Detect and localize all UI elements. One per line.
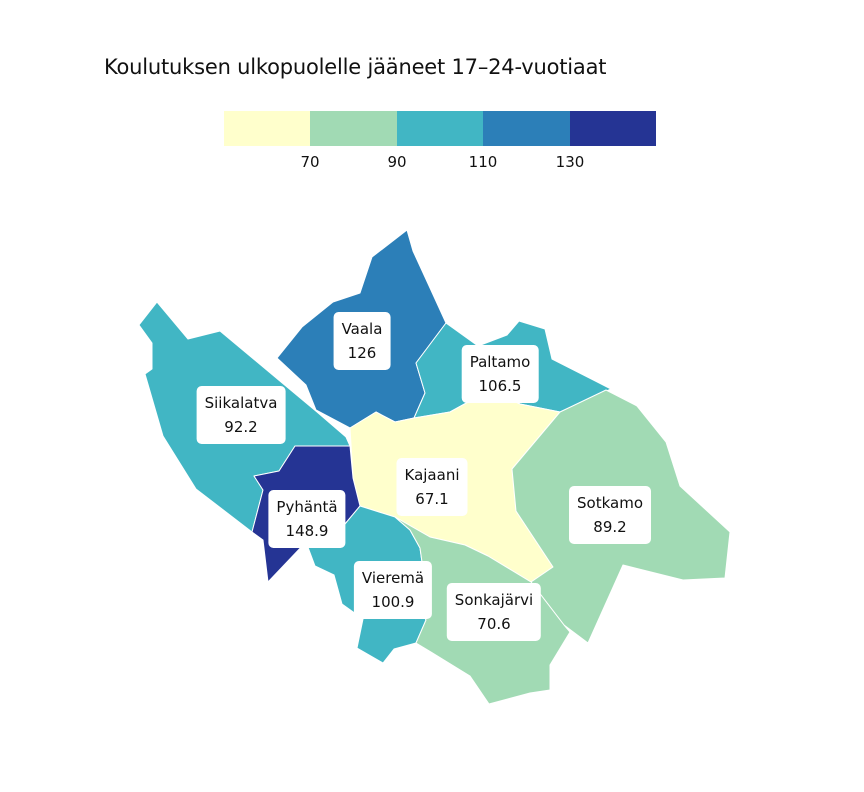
region-name: Siikalatva xyxy=(204,394,278,412)
legend-swatch xyxy=(569,111,657,146)
region-value: 148.9 xyxy=(285,522,329,540)
legend-tick: 70 xyxy=(300,153,320,171)
region-label-sotkamo: Sotkamo 89.2 xyxy=(569,486,651,544)
legend-tick: 90 xyxy=(387,153,407,171)
legend-tick: 110 xyxy=(468,153,498,171)
region-label-kajaani: Kajaani 67.1 xyxy=(396,458,468,516)
region-value: 126 xyxy=(347,344,377,362)
region-label-vierema: Vieremä 100.9 xyxy=(353,561,433,619)
legend-swatch xyxy=(310,111,397,146)
region-name: Kajaani xyxy=(404,466,460,484)
region-label-vaala: Vaala 126 xyxy=(333,312,391,370)
map-title: Koulutuksen ulkopuolelle jääneet 17–24-v… xyxy=(104,55,607,79)
region-value: 106.5 xyxy=(478,377,522,395)
region-name: Vieremä xyxy=(361,569,425,587)
region-value: 89.2 xyxy=(593,518,627,536)
region-name: Vaala xyxy=(341,320,383,338)
region-label-pyhanta: Pyhäntä 148.9 xyxy=(268,490,346,548)
region-value: 92.2 xyxy=(224,418,258,436)
region-value: 67.1 xyxy=(415,490,449,508)
region-name: Paltamo xyxy=(469,353,531,371)
color-legend xyxy=(224,111,657,146)
region-name: Sotkamo xyxy=(577,494,643,512)
region-name: Pyhäntä xyxy=(276,498,338,516)
region-label-sonkajarvi: Sonkajärvi 70.6 xyxy=(446,583,542,641)
region-label-paltamo: Paltamo 106.5 xyxy=(461,345,539,403)
region-value: 70.6 xyxy=(477,615,511,633)
region-value: 100.9 xyxy=(371,593,415,611)
region-name: Sonkajärvi xyxy=(454,591,534,609)
legend-swatch xyxy=(396,111,484,146)
region-label-siikalatva: Siikalatva 92.2 xyxy=(196,386,286,444)
legend-tick: 130 xyxy=(555,153,585,171)
legend-swatch xyxy=(224,111,311,146)
legend-swatch xyxy=(483,111,570,146)
